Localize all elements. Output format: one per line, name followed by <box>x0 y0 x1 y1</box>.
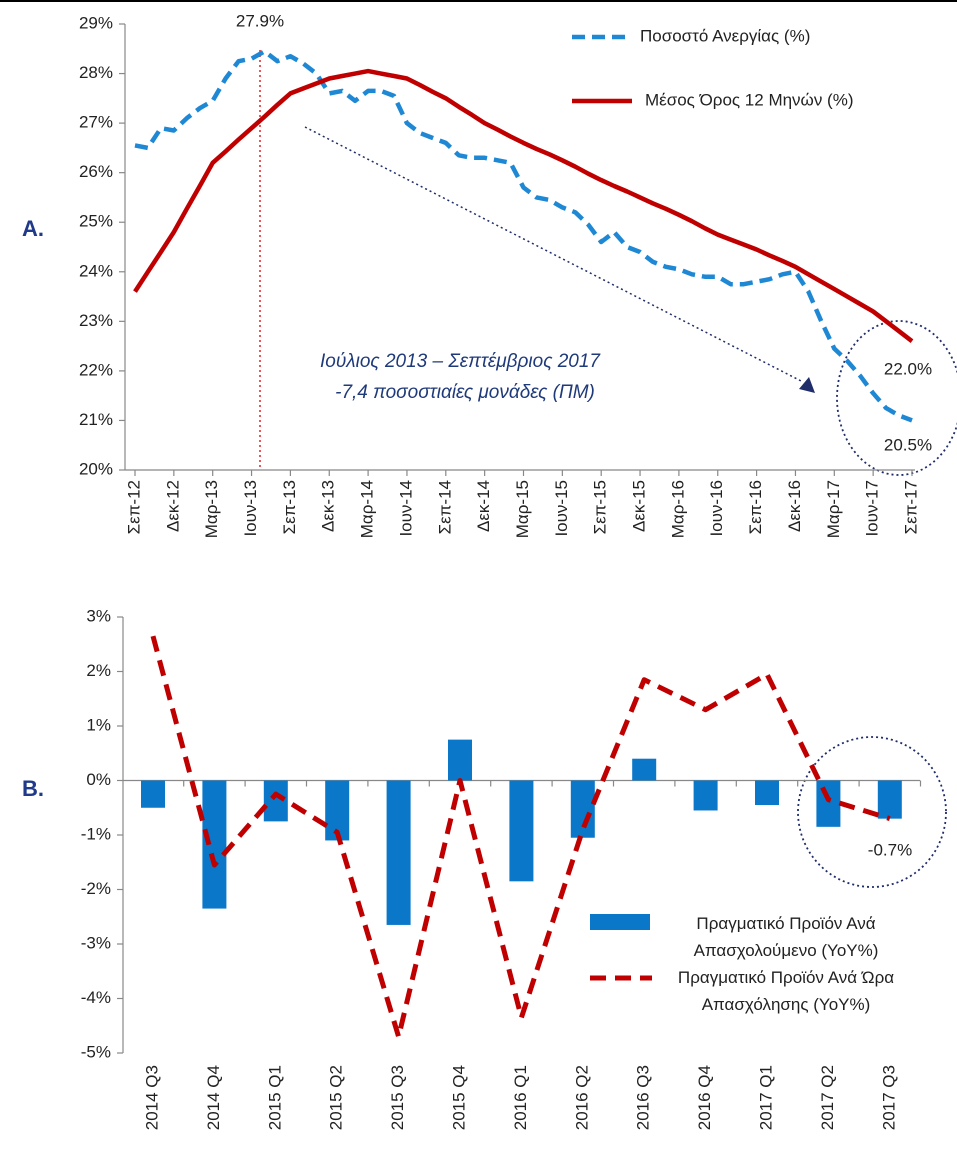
y-tick-label: 26% <box>79 162 113 181</box>
bar <box>509 780 534 882</box>
legend-swatch <box>590 914 650 930</box>
arrow-head <box>799 377 815 393</box>
x-tick-label: Δεκ-14 <box>474 480 493 532</box>
y-tick-label: -4% <box>81 988 111 1007</box>
bar <box>202 780 227 909</box>
y-tick-label: -2% <box>81 879 111 898</box>
x-tick-label: 2014 Q3 <box>142 1065 161 1130</box>
legend-label: Ποσοστό Ανεργίας (%) <box>640 26 810 45</box>
x-tick-label: Ιουν-17 <box>863 480 882 537</box>
x-tick-label: 2017 Q2 <box>818 1065 837 1130</box>
x-tick-label: Ιουν-16 <box>707 480 726 537</box>
legend-label: Μέσος Όρος 12 Μηνών (%) <box>645 90 854 109</box>
panel-label: A. <box>22 216 44 241</box>
x-tick-label: Σεπ-12 <box>124 480 143 534</box>
bar <box>263 780 288 822</box>
trend-arrow <box>304 126 804 383</box>
y-tick-label: 0% <box>86 770 111 789</box>
x-tick-label: Δεκ-15 <box>630 480 649 532</box>
series-line <box>150 635 891 1040</box>
bar <box>570 780 595 838</box>
bar <box>877 780 902 819</box>
x-tick-label: Μαρ-13 <box>202 480 221 538</box>
y-tick-label: 27% <box>79 113 113 132</box>
x-tick-label: Ιουν-14 <box>396 480 415 537</box>
y-tick-label: 1% <box>86 715 111 734</box>
highlight-circle <box>797 736 947 888</box>
bar <box>755 780 779 806</box>
x-tick-label: Δεκ-13 <box>319 480 338 532</box>
x-tick-label: 2017 Q3 <box>879 1065 898 1130</box>
x-tick-label: 2016 Q1 <box>511 1065 530 1130</box>
y-tick-label: 20% <box>79 459 113 478</box>
x-tick-label: 2016 Q4 <box>695 1065 714 1130</box>
y-tick-label: 22% <box>79 360 113 379</box>
bar <box>448 739 472 781</box>
y-tick-label: -5% <box>81 1042 111 1061</box>
x-tick-label: Σεπ-13 <box>280 480 299 534</box>
x-tick-label: 2014 Q4 <box>204 1065 223 1130</box>
y-tick-label: -3% <box>81 933 111 952</box>
bar <box>816 780 841 827</box>
y-tick-label: 21% <box>79 410 113 429</box>
x-tick-label: 2016 Q3 <box>634 1065 653 1130</box>
annotation: -7,4 ποσοστιαίες μονάδες (ΠΜ) <box>335 382 595 403</box>
series-line <box>134 49 913 423</box>
x-tick-label: 2015 Q2 <box>327 1065 346 1130</box>
y-tick-label: 25% <box>79 212 113 231</box>
series-line <box>133 68 914 343</box>
annotation: 20.5% <box>884 435 932 454</box>
annotation: Ιούλιος 2013 – Σεπτέμβριος 2017 <box>320 351 601 372</box>
y-tick-label: 24% <box>79 261 113 280</box>
annotation: 22.0% <box>884 359 932 378</box>
legend-label: Πραγματικό Προϊόν Ανά Ώρα Απασχόλησης (Y… <box>677 968 895 1014</box>
x-tick-label: Μαρ-16 <box>668 480 687 538</box>
x-tick-label: Σεπ-17 <box>901 480 920 534</box>
x-tick-label: Ιουν-15 <box>552 480 571 537</box>
x-tick-label: 2017 Q1 <box>756 1065 775 1130</box>
x-tick-label: 2015 Q4 <box>449 1065 468 1130</box>
bar <box>386 780 411 925</box>
annotation: 27.9% <box>236 11 284 30</box>
y-tick-label: 28% <box>79 63 113 82</box>
bar <box>141 780 165 808</box>
x-tick-label: Ιουν-13 <box>241 480 260 537</box>
x-tick-label: 2016 Q2 <box>572 1065 591 1130</box>
y-tick-label: 23% <box>79 311 113 330</box>
annotation: -0.7% <box>868 840 912 859</box>
x-tick-label: 2015 Q3 <box>388 1065 407 1130</box>
y-tick-label: 2% <box>86 661 111 680</box>
panel-label: B. <box>22 776 44 801</box>
x-tick-label: Μαρ-15 <box>513 480 532 538</box>
y-tick-label: -1% <box>81 824 111 843</box>
x-tick-label: Σεπ-16 <box>746 480 765 534</box>
bar <box>693 780 718 811</box>
x-tick-label: Σεπ-14 <box>435 480 454 534</box>
x-tick-label: Δεκ-16 <box>785 480 804 532</box>
y-tick-label: 3% <box>86 606 111 625</box>
x-tick-label: Μαρ-17 <box>824 480 843 538</box>
y-tick-label: 29% <box>79 13 113 32</box>
x-tick-label: 2015 Q1 <box>265 1065 284 1130</box>
x-tick-label: Δεκ-12 <box>163 480 182 532</box>
bar <box>632 758 657 781</box>
legend-label: Πραγματικό Προϊόν Ανά Απασχολούμενο (YoY… <box>693 914 879 960</box>
x-tick-label: Μαρ-14 <box>358 480 377 538</box>
x-tick-label: Σεπ-15 <box>591 480 610 534</box>
